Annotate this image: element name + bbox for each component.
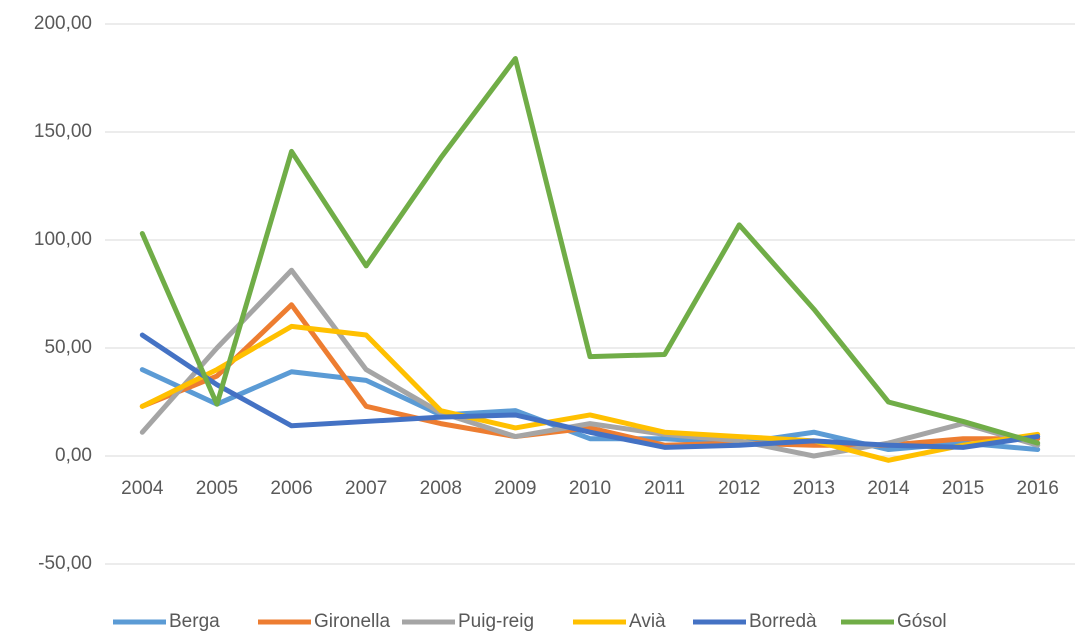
x-tick-label: 2013 (793, 478, 835, 499)
legend-label: Berga (169, 611, 220, 632)
legend-label: Puig-reig (458, 611, 534, 632)
y-tick-label: 0,00 (55, 445, 92, 466)
y-tick-label: 50,00 (44, 337, 92, 358)
x-tick-label: 2012 (718, 478, 760, 499)
x-tick-label: 2010 (569, 478, 611, 499)
legend-label: Gósol (897, 611, 947, 632)
series-line (139, 323, 1041, 463)
x-tick-label: 2016 (1017, 478, 1059, 499)
y-tick-label: 200,00 (34, 13, 92, 34)
x-tick-label: 2014 (867, 478, 910, 499)
x-tick-label: 2008 (420, 478, 462, 499)
legend-label: Gironella (314, 611, 390, 632)
x-tick-label: 2004 (121, 478, 164, 499)
series-line (139, 56, 1041, 446)
y-tick-label: 150,00 (34, 121, 92, 142)
y-tick-label: 100,00 (34, 229, 92, 250)
legend-label: Borredà (749, 611, 817, 632)
series-line (139, 332, 1041, 450)
series-line (139, 367, 1041, 453)
x-tick-label: 2009 (494, 478, 536, 499)
x-tick-label: 2011 (644, 478, 685, 499)
x-tick-label: 2007 (345, 478, 387, 499)
legend-label: Avià (629, 611, 666, 632)
x-tick-label: 2015 (942, 478, 984, 499)
x-tick-label: 2005 (196, 478, 238, 499)
y-tick-label: -50,00 (38, 553, 92, 574)
x-tick-label: 2006 (270, 478, 312, 499)
